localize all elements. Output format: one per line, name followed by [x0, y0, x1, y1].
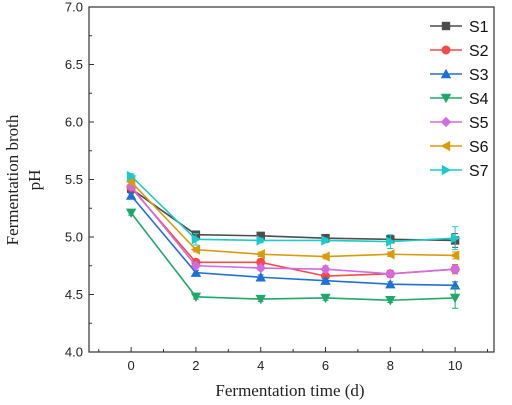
data-point [320, 275, 331, 285]
data-point [191, 234, 202, 245]
series-S2 [126, 183, 460, 282]
data-point [256, 231, 265, 241]
legend-marker [440, 140, 451, 152]
x-tick-label: 2 [192, 358, 199, 373]
series-line [130, 212, 456, 302]
series-S1 [126, 184, 460, 248]
legend-label: S7 [469, 163, 489, 180]
legend-label: S1 [469, 19, 489, 36]
y-tick-label: 5.5 [65, 172, 83, 187]
legend-item-S4: S4 [430, 91, 489, 108]
data-point [385, 278, 396, 289]
series-S4 [125, 208, 461, 309]
data-point [125, 190, 137, 200]
data-point [125, 176, 136, 187]
legend-label: S3 [469, 67, 489, 84]
y-tick-label: 4.0 [65, 345, 83, 360]
y-axis-title-line-2: pH [25, 170, 44, 191]
data-point [385, 296, 396, 306]
legend-item-S1: S1 [430, 19, 489, 36]
series-line [130, 195, 456, 287]
legend-marker [440, 116, 452, 128]
series-S6 [125, 176, 460, 262]
x-tick-label: 8 [387, 358, 394, 373]
series-line [130, 181, 456, 258]
legend-item-S3: S3 [430, 67, 489, 84]
y-tick-label: 4.5 [65, 287, 83, 302]
data-point [255, 294, 266, 305]
y-tick-label: 6.5 [65, 57, 83, 72]
legend-item-S7: S7 [430, 163, 489, 180]
y-tick-label: 7.0 [65, 0, 83, 15]
series-layer [125, 170, 461, 309]
data-point [449, 264, 461, 275]
series-line [130, 185, 456, 275]
data-point [190, 260, 202, 271]
x-tick-label: 10 [448, 358, 462, 373]
x-tick-label: 4 [257, 358, 264, 373]
data-point [256, 257, 266, 267]
series-line [130, 175, 456, 243]
data-point [385, 268, 396, 279]
data-point [256, 235, 266, 246]
data-point [190, 267, 202, 277]
data-point [190, 244, 201, 255]
legend-marker [441, 164, 452, 176]
data-point [450, 232, 461, 244]
data-point [320, 251, 330, 262]
plot-frame [88, 6, 495, 353]
legend-label: S4 [469, 91, 489, 108]
x-tick-label: 6 [322, 358, 329, 373]
y-tick-label: 6.0 [65, 115, 83, 130]
data-point [449, 250, 460, 261]
data-point [126, 170, 137, 182]
series-S5 [125, 181, 461, 279]
legend: S1 S2 S3 S4 S5 S6 S7 [430, 19, 489, 180]
data-point [449, 293, 461, 304]
legend-item-S5: S5 [430, 115, 489, 132]
legend-label: S5 [469, 115, 489, 132]
data-point [320, 264, 331, 275]
x-axis-title: Fermentation time (d) [215, 381, 364, 400]
legend-marker [440, 68, 452, 79]
series-S7 [126, 170, 461, 251]
y-tick-label: 5.0 [65, 230, 83, 245]
legend-label: S2 [469, 43, 489, 60]
y-axis: 4.0 4.5 5.0 5.5 6.0 6.5 7.0 [65, 0, 94, 360]
legend-item-S6: S6 [430, 139, 489, 156]
data-point [386, 236, 396, 247]
data-point [190, 292, 202, 302]
data-point [255, 272, 266, 282]
legend-marker [441, 45, 451, 55]
data-point [320, 293, 331, 304]
legend-marker [441, 21, 451, 31]
legend-label: S6 [469, 139, 489, 156]
x-tick-label: 0 [128, 358, 135, 373]
y-axis-title-line-1: Fermentation broth [3, 114, 22, 245]
data-point [255, 249, 265, 260]
legend-item-S2: S2 [430, 43, 489, 60]
data-point [385, 249, 395, 260]
data-point [125, 208, 137, 219]
x-axis: 0 2 4 6 8 10 [98, 347, 489, 373]
data-point [321, 235, 331, 246]
data-point [255, 262, 266, 274]
legend-marker [440, 93, 452, 104]
series-line [130, 188, 456, 242]
